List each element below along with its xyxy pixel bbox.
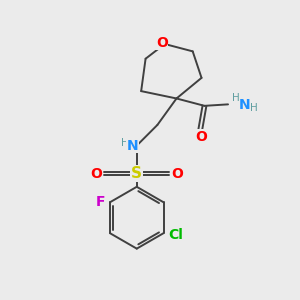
- Text: H: H: [232, 94, 239, 103]
- Text: O: O: [196, 130, 208, 144]
- Text: Cl: Cl: [169, 228, 183, 242]
- Text: O: O: [171, 167, 183, 181]
- Text: N: N: [127, 139, 138, 153]
- Text: O: O: [90, 167, 102, 181]
- Text: S: S: [131, 166, 142, 181]
- Text: F: F: [96, 195, 105, 209]
- Text: N: N: [239, 98, 251, 112]
- Text: O: O: [156, 35, 168, 50]
- Text: H: H: [250, 103, 258, 113]
- Text: H: H: [121, 138, 128, 148]
